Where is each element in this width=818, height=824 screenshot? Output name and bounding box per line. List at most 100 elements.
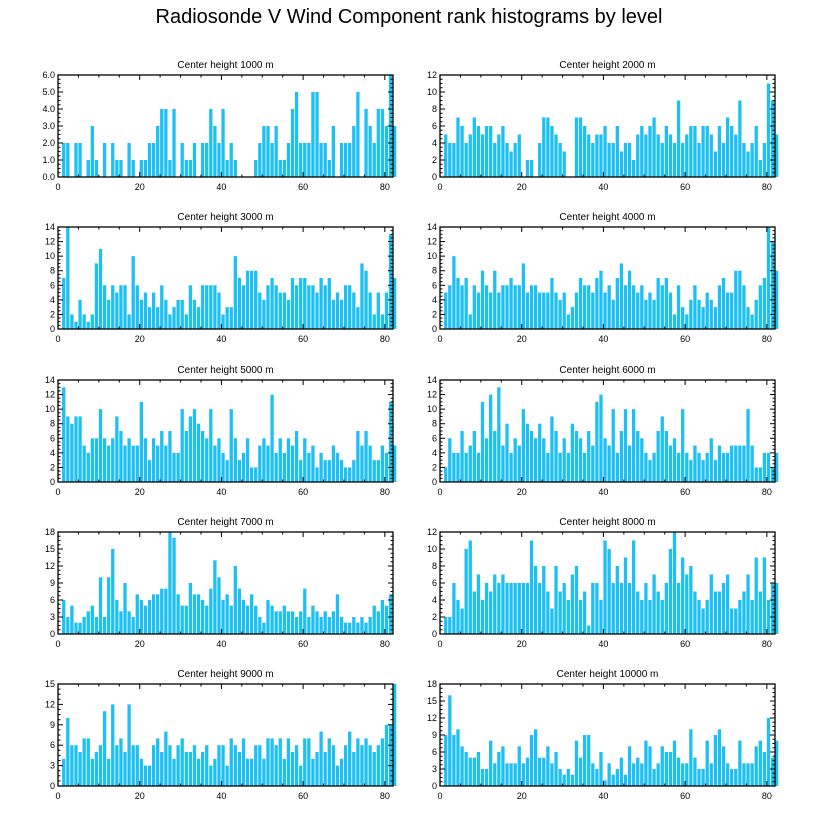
- histogram-bar: [86, 321, 90, 329]
- histogram-bar: [444, 134, 448, 177]
- y-tick-label: 12: [427, 70, 437, 80]
- histogram-bar: [376, 109, 380, 177]
- histogram-bar: [587, 285, 591, 329]
- histogram-bar: [127, 611, 131, 634]
- histogram-bar: [62, 758, 66, 786]
- histogram-bar: [676, 452, 681, 482]
- histogram-bar: [90, 758, 94, 786]
- histogram-bar: [578, 438, 583, 482]
- histogram-bar: [176, 745, 180, 786]
- x-tick-label: 0: [437, 182, 442, 192]
- x-tick-label: 20: [135, 791, 145, 801]
- histogram-bar: [448, 695, 452, 786]
- histogram-bar: [188, 752, 193, 786]
- histogram-bar: [74, 321, 78, 329]
- histogram-bar: [192, 409, 197, 482]
- histogram-bar: [676, 285, 681, 329]
- histogram-bar: [90, 126, 94, 177]
- histogram-bar: [172, 109, 176, 177]
- histogram-bar: [632, 409, 636, 482]
- y-tick-label: 6: [432, 280, 437, 290]
- x-tick-label: 40: [598, 182, 608, 192]
- y-tick-label: 2: [50, 309, 55, 319]
- histogram-bar: [127, 143, 131, 177]
- histogram-bar: [484, 769, 489, 786]
- histogram-bar: [697, 769, 701, 786]
- histogram-bar: [717, 729, 722, 786]
- histogram-bar: [376, 745, 380, 786]
- histogram-bar: [730, 608, 734, 634]
- histogram-bar: [644, 134, 648, 177]
- histogram-bar: [656, 278, 660, 329]
- histogram-bar: [562, 151, 566, 177]
- histogram-bar: [307, 617, 311, 634]
- histogram-bar: [393, 684, 397, 786]
- histogram-bar: [82, 617, 86, 634]
- histogram-bar: [672, 532, 677, 634]
- histogram-bar: [668, 445, 673, 482]
- histogram-bar: [311, 758, 315, 786]
- y-tick-label: 12: [427, 527, 437, 537]
- histogram-bar: [294, 745, 299, 786]
- histogram-bar: [542, 757, 546, 786]
- y-tick-label: 6: [50, 595, 55, 605]
- histogram-bar: [538, 292, 542, 329]
- histogram-bar: [452, 452, 456, 482]
- histogram-bar: [348, 622, 352, 634]
- histogram-bar: [738, 270, 742, 329]
- histogram-bar: [750, 445, 754, 482]
- histogram-bar: [98, 409, 103, 482]
- histogram-bar: [738, 445, 742, 482]
- histogram-bar: [448, 438, 452, 482]
- histogram-bar: [221, 109, 225, 177]
- histogram-bar: [192, 143, 197, 177]
- histogram-bar: [282, 605, 286, 634]
- histogram-bar: [70, 423, 74, 482]
- histogram-bar: [582, 735, 587, 786]
- histogram-bar: [574, 740, 579, 786]
- histogram-bar: [623, 143, 628, 177]
- histogram-bar: [372, 460, 376, 482]
- histogram-bar: [119, 285, 123, 329]
- histogram-bar: [270, 143, 274, 177]
- histogram-bar: [307, 452, 311, 482]
- x-tick-label: 80: [762, 791, 772, 801]
- histogram-bar: [615, 452, 619, 482]
- histogram-bar: [245, 758, 250, 786]
- histogram-bar: [90, 605, 94, 634]
- y-tick-label: 4: [432, 295, 437, 305]
- histogram-bar: [66, 718, 70, 786]
- histogram-bar: [607, 549, 611, 634]
- histogram-bar: [143, 438, 148, 482]
- histogram-bar: [90, 438, 94, 482]
- histogram-bar: [262, 758, 266, 786]
- histogram-bar: [164, 731, 168, 786]
- histogram-bar: [376, 611, 380, 634]
- y-tick-label: 6.0: [42, 70, 55, 80]
- y-tick-label: 6: [432, 433, 437, 443]
- y-tick-label: 6: [432, 747, 437, 757]
- histogram-bar: [566, 314, 570, 329]
- histogram-bar: [107, 577, 111, 634]
- histogram-bar: [468, 445, 472, 482]
- histogram-bar: [607, 143, 611, 177]
- histogram-bar: [200, 600, 205, 634]
- histogram-bar: [217, 577, 221, 634]
- histogram-bar: [168, 745, 172, 786]
- histogram-bar: [497, 134, 501, 177]
- histogram-bar: [307, 143, 311, 177]
- histogram-bar: [282, 160, 286, 177]
- x-tick-label: 20: [135, 639, 145, 649]
- x-tick-label: 80: [762, 182, 772, 192]
- histogram-bar: [460, 608, 464, 634]
- histogram-bar: [331, 299, 336, 329]
- histogram-bar: [664, 431, 668, 482]
- histogram-bar: [221, 452, 225, 482]
- y-tick-label: 8: [432, 104, 437, 114]
- histogram-bar: [290, 278, 295, 329]
- histogram-bar: [115, 292, 119, 329]
- histogram-bar: [209, 285, 213, 329]
- histogram-bar: [599, 394, 603, 482]
- y-tick-label: 10: [45, 404, 55, 414]
- histogram-bar: [713, 735, 718, 786]
